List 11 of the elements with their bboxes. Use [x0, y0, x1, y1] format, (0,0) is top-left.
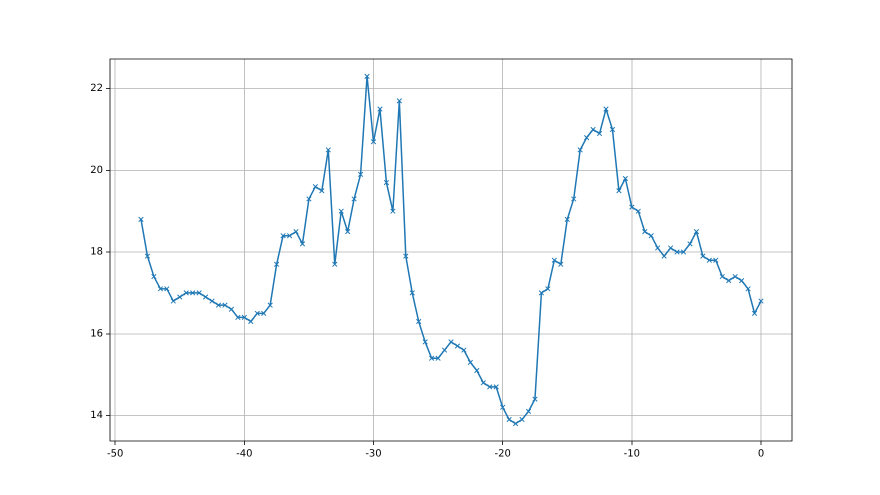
- y-tick-label: 20: [90, 164, 103, 176]
- x-tick-label: -20: [494, 448, 511, 460]
- x-tick-label: -50: [106, 448, 124, 460]
- x-tick-label: -10: [624, 448, 640, 460]
- x-tick-label: 0: [758, 448, 764, 460]
- y-tick-label: 14: [90, 410, 103, 422]
- y-tick-label: 18: [90, 246, 103, 258]
- y-tick-label: 16: [90, 328, 103, 340]
- x-tick-label: -40: [236, 448, 253, 460]
- x-tick-label: -30: [365, 448, 382, 460]
- y-tick-label: 22: [90, 83, 103, 94]
